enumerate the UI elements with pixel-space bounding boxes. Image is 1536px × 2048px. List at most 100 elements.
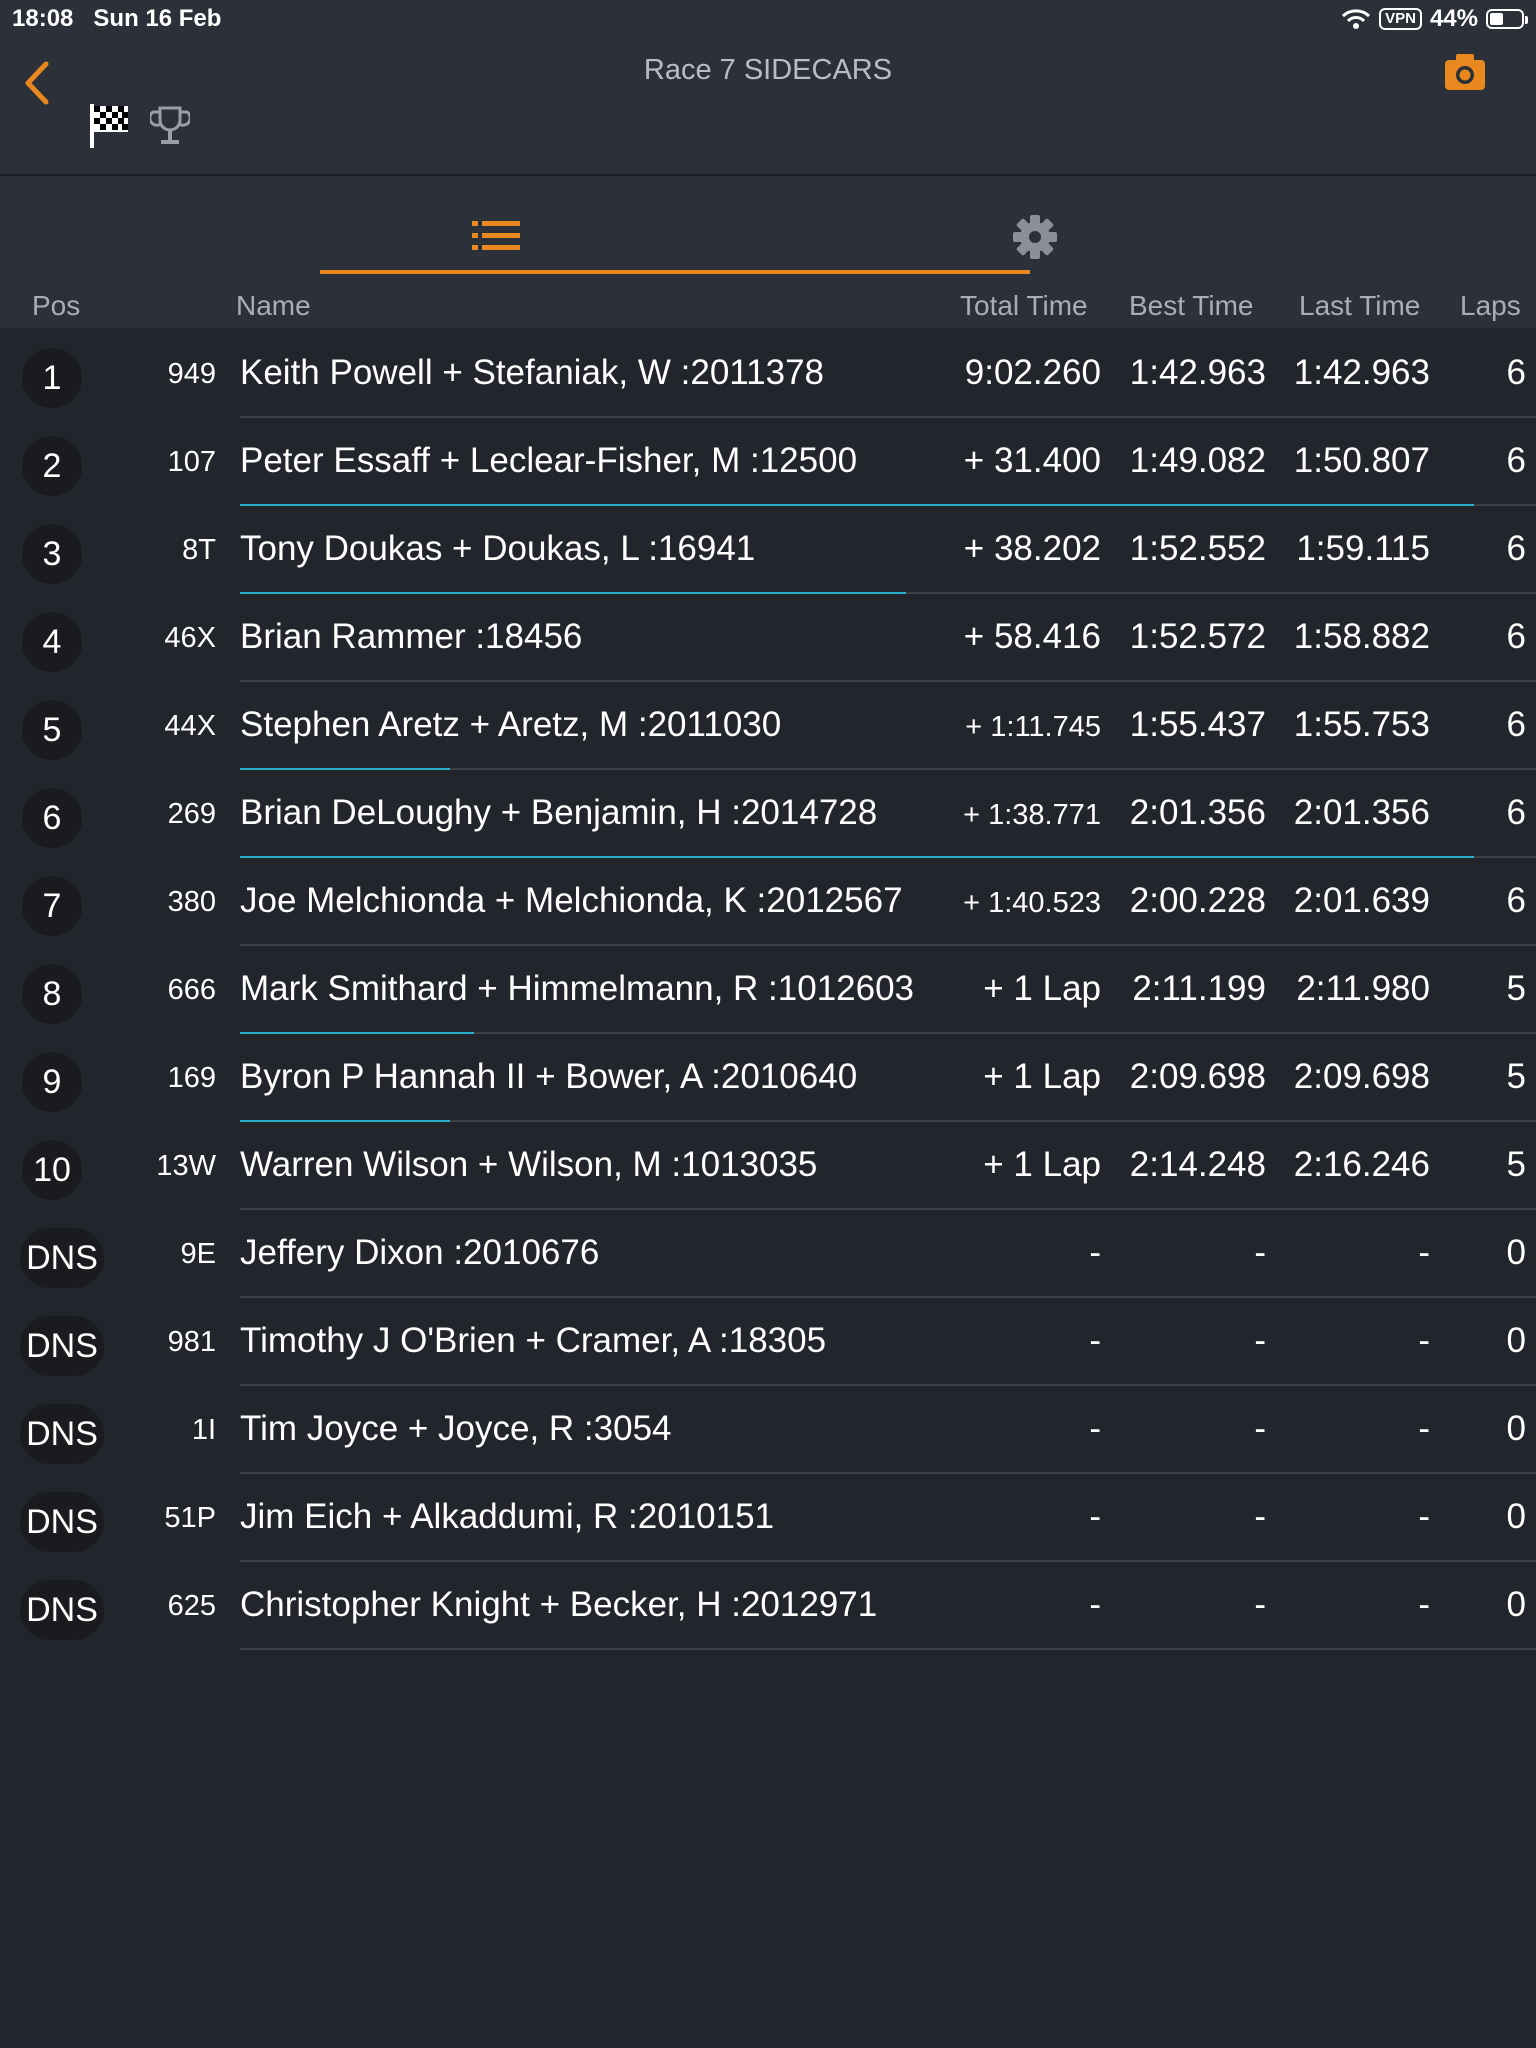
- last-time: -: [1418, 1233, 1430, 1272]
- total-time: + 31.400: [963, 441, 1101, 480]
- status-bar-time: 18:08 Sun 16 Feb: [12, 5, 221, 33]
- race-number: 46X: [164, 622, 216, 654]
- col-pos[interactable]: Pos: [32, 290, 81, 321]
- checkered-flag-icon[interactable]: [88, 102, 132, 150]
- laps-count: 6: [1506, 617, 1526, 656]
- total-time: -: [1089, 1321, 1101, 1360]
- table-row[interactable]: DNS 981 Timothy J O'Brien + Cramer, A :183…: [0, 1298, 1536, 1386]
- position-badge: DNS: [20, 1316, 104, 1376]
- best-time: 2:11.199: [1132, 969, 1266, 1008]
- position-badge: DNS: [20, 1228, 104, 1288]
- best-time: 1:49.082: [1129, 441, 1266, 480]
- race-number: 666: [167, 974, 216, 1006]
- total-time: -: [1089, 1497, 1101, 1536]
- last-time: 1:58.882: [1293, 617, 1430, 656]
- rider-name: Stephen Aretz + Aretz, M :2011030: [240, 705, 782, 744]
- total-time: 9:02.260: [964, 353, 1101, 392]
- rider-name: Brian Rammer :18456: [240, 617, 583, 656]
- laps-count: 6: [1506, 793, 1526, 832]
- race-number: 107: [167, 446, 216, 478]
- table-row[interactable]: 5 44X Stephen Aretz + Aretz, M :2011030 + 1…: [0, 682, 1536, 770]
- rider-name: Byron P Hannah II + Bower, A :2010640: [240, 1057, 858, 1096]
- last-time: 1:50.807: [1293, 441, 1430, 480]
- last-time: 2:01.639: [1293, 881, 1430, 920]
- rider-name: Joe Melchionda + Melchionda, K :2012567: [240, 881, 903, 920]
- position-badge: 2: [22, 436, 82, 496]
- table-row[interactable]: 4 46X Brian Rammer :18456 + 58.416 1:52.572 1…: [0, 594, 1536, 682]
- laps-count: 0: [1506, 1233, 1526, 1272]
- laps-count: 6: [1506, 441, 1526, 480]
- laps-count: 6: [1506, 881, 1526, 920]
- battery-icon: [1486, 9, 1528, 29]
- table-row[interactable]: DNS 1I Tim Joyce + Joyce, R :3054 - - - 0: [0, 1386, 1536, 1474]
- position-badge: 5: [22, 700, 82, 760]
- laps-count: 6: [1506, 353, 1526, 392]
- last-time: -: [1418, 1585, 1430, 1624]
- lap-progress-bar: [240, 592, 906, 594]
- lap-progress-bar: [240, 504, 1474, 506]
- col-total-time[interactable]: Total Time: [960, 290, 1088, 321]
- col-last-time[interactable]: Last Time: [1299, 290, 1421, 321]
- position-badge: 6: [22, 788, 82, 848]
- col-best-time[interactable]: Best Time: [1129, 290, 1254, 321]
- back-chevron-icon[interactable]: [18, 58, 58, 108]
- table-row[interactable]: 1 949 Keith Powell + Stefaniak, W :2011378…: [0, 330, 1536, 418]
- laps-count: 5: [1506, 969, 1526, 1008]
- best-time: -: [1254, 1497, 1266, 1536]
- rider-name: Keith Powell + Stefaniak, W :2011378: [240, 353, 825, 392]
- list-icon: [472, 221, 520, 250]
- table-row[interactable]: 3 8T Tony Doukas + Doukas, L :16941 + 38.20…: [0, 506, 1536, 594]
- table-row[interactable]: 8 666 Mark Smithard + Himmelmann, R :10126…: [0, 946, 1536, 1034]
- laps-count: 6: [1506, 529, 1526, 568]
- vpn-badge: VPN: [1379, 8, 1422, 30]
- col-laps[interactable]: Laps: [1460, 290, 1521, 321]
- lap-progress-bar: [240, 1032, 474, 1034]
- battery-percent: 44%: [1429, 5, 1478, 32]
- race-number: 51P: [164, 1502, 216, 1534]
- total-time: + 1 Lap: [983, 1057, 1101, 1096]
- gear-icon[interactable]: [1010, 212, 1060, 262]
- rider-name: Christopher Knight + Becker, H :2012971: [240, 1585, 878, 1624]
- table-row[interactable]: DNS 9E Jeffery Dixon :2010676 - - - 0: [0, 1210, 1536, 1298]
- race-number: 13W: [156, 1150, 216, 1182]
- rider-name: Timothy J O'Brien + Cramer, A :18305: [240, 1321, 827, 1360]
- best-time: 1:42.963: [1129, 353, 1266, 392]
- position-badge: 4: [22, 612, 82, 672]
- race-number: 1I: [191, 1414, 216, 1446]
- best-time: 2:01.356: [1129, 793, 1266, 832]
- race-number: 9E: [180, 1238, 216, 1270]
- camera-icon[interactable]: [1444, 52, 1486, 92]
- position-badge: 3: [22, 524, 82, 584]
- table-row[interactable]: 2 107 Peter Essaff + Leclear-Fisher, M :12…: [0, 418, 1536, 506]
- table-row[interactable]: 7 380 Joe Melchionda + Melchionda, K :2012…: [0, 858, 1536, 946]
- race-number: 169: [167, 1062, 216, 1094]
- position-badge: 8: [22, 964, 82, 1024]
- tab-results[interactable]: [320, 176, 1030, 274]
- laps-count: 6: [1506, 705, 1526, 744]
- position-badge: DNS: [20, 1580, 104, 1640]
- rider-name: Mark Smithard + Himmelmann, R :1012603: [240, 969, 915, 1008]
- last-time: 2:16.246: [1293, 1145, 1430, 1184]
- table-row[interactable]: 6 269 Brian DeLoughy + Benjamin, H :201472…: [0, 770, 1536, 858]
- last-time: -: [1418, 1409, 1430, 1448]
- trophy-icon[interactable]: [150, 104, 190, 148]
- total-time: + 1:40.523: [963, 887, 1101, 919]
- tab-bar: [0, 176, 1536, 278]
- rider-name: Warren Wilson + Wilson, M :1013035: [240, 1145, 818, 1184]
- table-row[interactable]: 9 169 Byron P Hannah II + Bower, A :201064…: [0, 1034, 1536, 1122]
- table-row[interactable]: DNS 51P Jim Eich + Alkaddumi, R :2010151 - -…: [0, 1474, 1536, 1562]
- best-time: -: [1254, 1321, 1266, 1360]
- total-time: + 1 Lap: [983, 969, 1101, 1008]
- race-number: 625: [167, 1590, 216, 1622]
- total-time: + 1:38.771: [963, 799, 1101, 831]
- last-time: 2:09.698: [1293, 1057, 1430, 1096]
- table-row[interactable]: DNS 625 Christopher Knight + Becker, H :20…: [0, 1562, 1536, 1650]
- status-time: 18:08: [12, 5, 74, 32]
- table-row[interactable]: 10 13W Warren Wilson + Wilson, M :1013035 +…: [0, 1122, 1536, 1210]
- col-name[interactable]: Name: [236, 290, 311, 321]
- wifi-icon: [1342, 9, 1371, 29]
- rider-name: Tony Doukas + Doukas, L :16941: [240, 529, 756, 568]
- total-time: -: [1089, 1233, 1101, 1272]
- total-time: -: [1089, 1585, 1101, 1624]
- rider-name: Peter Essaff + Leclear-Fisher, M :12500: [240, 441, 858, 480]
